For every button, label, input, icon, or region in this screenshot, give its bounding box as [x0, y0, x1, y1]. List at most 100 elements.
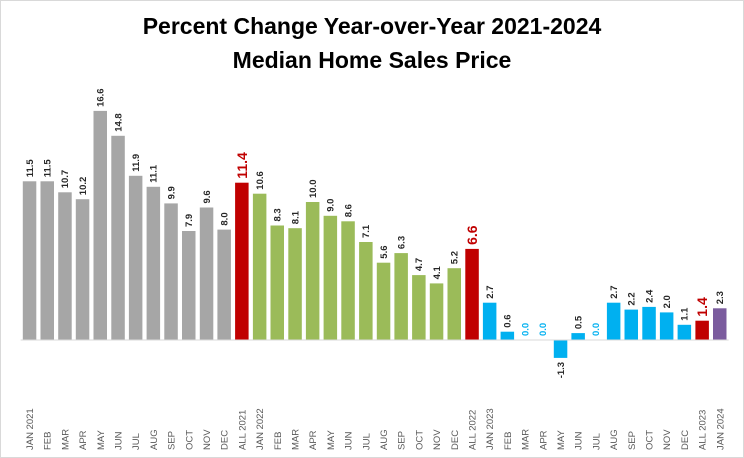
category-label-25: ALL 2022: [468, 410, 479, 450]
category-label-0: JAN 2021: [25, 408, 36, 450]
bar-15: [288, 228, 302, 340]
value-label-0: 11.5: [25, 159, 36, 178]
bar-4: [93, 110, 107, 341]
value-label-33: 2.7: [609, 285, 620, 298]
bar-33: [606, 302, 621, 340]
value-label-31: 0.5: [574, 315, 585, 329]
value-label-14: 8.3: [273, 208, 284, 221]
value-label-2: 10.7: [60, 170, 71, 189]
bar-8: [164, 203, 178, 340]
category-label-34: SEP: [627, 431, 638, 450]
category-label-35: OCT: [645, 430, 656, 450]
category-label-23: NOV: [432, 429, 443, 450]
category-label-20: AUG: [379, 429, 390, 450]
bar-17: [323, 215, 338, 340]
category-label-21: SEP: [397, 431, 408, 450]
bar-31: [571, 333, 585, 340]
bar-27: [500, 331, 515, 340]
category-label-6: JUL: [131, 433, 142, 450]
category-label-24: DEC: [450, 430, 461, 450]
value-label-18: 8.6: [343, 204, 354, 217]
category-label-28: MAR: [521, 429, 532, 450]
bar-7: [146, 186, 161, 340]
value-label-6: 11.9: [131, 154, 142, 172]
chart-subtitle: Median Home Sales Price: [232, 47, 512, 73]
value-label-8: 9.9: [166, 186, 177, 199]
value-label-27: 0.6: [503, 314, 514, 327]
bar-34: [624, 309, 638, 340]
bars-group: [22, 110, 727, 358]
value-label-28: 0.0: [520, 323, 531, 336]
bar-39: [713, 308, 727, 340]
value-label-30: -1.3: [556, 362, 567, 378]
value-label-35: 2.4: [644, 289, 655, 303]
bar-20: [376, 262, 391, 340]
value-labels-group: 11.5 11.5 10.7 10.2 16.6 14.8 11.9 11.1 9.9 7.9 9.…: [25, 88, 726, 378]
category-label-12: ALL 2021: [237, 410, 248, 450]
category-label-4: MAY: [96, 429, 107, 450]
value-label-11: 8.0: [220, 212, 231, 225]
value-label-5: 14.8: [113, 113, 124, 132]
bar-12: [235, 182, 249, 340]
chart-title: Percent Change Year-over-Year 2021-2024: [142, 13, 602, 39]
value-label-9: 7.9: [184, 214, 195, 227]
bar-0: [22, 181, 37, 340]
category-label-22: OCT: [414, 430, 425, 450]
category-label-16: APR: [308, 430, 319, 450]
value-label-10: 9.6: [202, 190, 213, 203]
category-label-36: NOV: [662, 429, 673, 450]
bar-11: [217, 229, 231, 340]
category-label-8: SEP: [167, 431, 178, 450]
bar-35: [642, 306, 656, 340]
bar-19: [359, 242, 373, 340]
value-label-29: 0.0: [538, 323, 549, 336]
bar-18: [341, 221, 355, 340]
bar-22: [412, 275, 426, 340]
category-label-15: MAR: [291, 429, 302, 450]
bar-24: [447, 268, 461, 340]
category-label-3: APR: [78, 430, 89, 450]
value-label-20: 5.6: [379, 245, 390, 258]
category-labels-group: JAN 2021 FEB MAR APR MAY JUN JUL AUG SEP OCT NOV DE…: [25, 408, 726, 450]
bar-16: [305, 202, 320, 340]
value-label-13: 10.6: [255, 171, 266, 190]
bar-30: [553, 340, 568, 358]
category-label-1: FEB: [43, 432, 54, 450]
bar-9: [182, 231, 196, 340]
value-label-22: 4.7: [414, 258, 425, 271]
category-label-14: FEB: [273, 432, 284, 450]
category-label-32: JUL: [591, 433, 602, 450]
bar-2: [58, 192, 72, 340]
bar-6: [128, 175, 143, 340]
bar-25: [465, 248, 479, 340]
bar-37: [677, 324, 692, 340]
category-label-19: JUL: [361, 433, 372, 450]
value-label-4: 16.6: [96, 88, 107, 107]
value-label-15: 8.1: [290, 210, 301, 224]
category-label-27: FEB: [503, 432, 514, 450]
category-label-31: JUN: [574, 431, 585, 450]
bar-3: [75, 199, 90, 340]
category-label-39: JAN 2024: [715, 408, 726, 450]
bar-5: [111, 135, 125, 340]
category-label-17: MAY: [326, 429, 337, 450]
category-label-13: JAN 2022: [255, 408, 266, 450]
category-label-9: OCT: [184, 430, 195, 450]
bar-13: [252, 193, 267, 340]
value-label-23: 4.1: [432, 265, 443, 279]
category-label-38: ALL 2023: [698, 410, 709, 450]
category-label-37: DEC: [680, 430, 691, 450]
value-label-39: 2.3: [715, 291, 726, 304]
category-label-18: JUN: [344, 431, 355, 450]
value-label-24: 5.2: [450, 251, 461, 264]
category-label-11: DEC: [220, 430, 231, 450]
category-label-33: AUG: [609, 429, 620, 450]
value-label-3: 10.2: [78, 177, 89, 196]
value-label-36: 2.0: [662, 295, 673, 308]
value-label-16: 10.0: [308, 180, 319, 199]
value-label-12: 11.4: [234, 152, 250, 179]
category-label-2: MAR: [60, 429, 71, 450]
category-label-10: NOV: [202, 429, 213, 450]
value-label-7: 11.1: [149, 164, 160, 183]
